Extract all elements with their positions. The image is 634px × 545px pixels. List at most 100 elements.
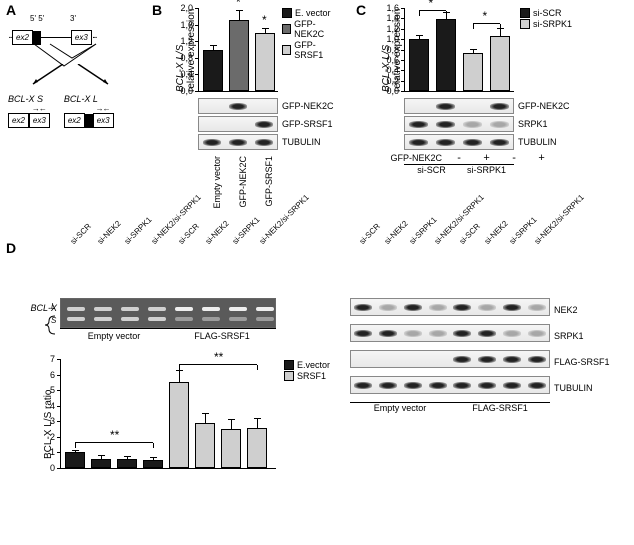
bar xyxy=(463,53,483,91)
bar xyxy=(229,20,249,91)
blot-row: TUBULIN xyxy=(198,134,340,150)
legend-item: SRSF1 xyxy=(284,371,330,381)
panel-b-legend: E. vectorGFP-NEK2CGFP-SRSF1 xyxy=(282,8,340,61)
blot-row: GFP-SRSF1 xyxy=(198,116,340,132)
group-siSRPK1: si-SRPK1 xyxy=(459,164,514,175)
blot-label: GFP-NEK2C xyxy=(282,101,334,111)
ytick-label: 2 xyxy=(50,432,55,442)
panel-d-blot-lane-labels: si-SCRsi-NEK2si-SRPK1si-NEK2/si-SRPK1si-… xyxy=(350,248,550,298)
ytick-label: 5 xyxy=(50,385,55,395)
lane-label: si-SCR xyxy=(68,222,92,246)
blot-group-empty: Empty vector xyxy=(350,402,450,413)
lane-label: si-NEK2 xyxy=(382,219,409,246)
lane-label: si-NEK2/si-SRPK1 xyxy=(532,193,585,246)
ytick-label: 0 xyxy=(50,463,55,473)
ytick-label: 0,0 xyxy=(386,86,399,96)
lane-label: si-SCR xyxy=(176,222,200,246)
legend-item: E. vector xyxy=(282,8,340,18)
ytick-label: 1,2 xyxy=(180,36,193,46)
blot-label: NEK2 xyxy=(554,305,578,315)
ytick-label: 2,0 xyxy=(180,3,193,13)
lane-label: si-SCR xyxy=(357,222,381,246)
blot-label: GFP-NEK2C xyxy=(518,101,570,111)
bar xyxy=(195,423,215,468)
blot-row: SRPK1 xyxy=(350,324,620,348)
lane-label: si-SCR xyxy=(457,222,481,246)
ytick-label: 1 xyxy=(50,447,55,457)
ytick-label: 0,8 xyxy=(180,53,193,63)
bclx-l-diagram: BCL-X L →← ex2 ex3 xyxy=(64,94,114,128)
blot-row: GFP-NEK2C xyxy=(404,98,594,114)
bar xyxy=(255,33,275,91)
panel-d-gel xyxy=(60,298,276,328)
panel-c-blots: GFP-NEK2C SRPK1 TUBULIN xyxy=(404,98,594,150)
ytick-label: 1,6 xyxy=(180,20,193,30)
bclx-s-diagram: BCL-X S →← ex2 ex3 xyxy=(8,94,50,128)
ytick-label: 7 xyxy=(50,354,55,364)
blot-label: SRPK1 xyxy=(518,119,548,129)
lane-label: si-SRPK1 xyxy=(230,215,261,246)
blot-row: NEK2 xyxy=(350,298,620,322)
panel-c-label: C xyxy=(356,2,366,18)
panel-c: BCL-X L/Srelative expression 0,00,20,40,… xyxy=(376,8,626,175)
ytick-label: 4 xyxy=(50,401,55,411)
presence-sign: - xyxy=(512,152,516,164)
panel-d-chart: BCL-X L/S ratio 01234567**** xyxy=(60,359,276,469)
ytick-label: 1,2 xyxy=(386,24,399,34)
group-siSCR: si-SCR xyxy=(404,164,459,175)
five-prime-label: 5' 5' xyxy=(30,14,44,23)
x-axis-label: GFP-SRSF1 xyxy=(264,156,274,207)
lane-label: si-SRPK1 xyxy=(122,215,153,246)
blot-label: GFP-SRSF1 xyxy=(282,119,333,129)
bar xyxy=(247,428,267,468)
panel-b-chart: BCL-X L/Srelative expression 0,00,40,81,… xyxy=(198,8,278,92)
bclx-s-title: BCL-X S xyxy=(8,94,50,104)
l-ex3: ex3 xyxy=(93,113,114,128)
ytick-label: 1,6 xyxy=(386,3,399,13)
gel-group-flag: FLAG-SRSF1 xyxy=(168,329,276,341)
ytick-label: 3 xyxy=(50,416,55,426)
ytick-label: 1,0 xyxy=(386,34,399,44)
blot-label: TUBULIN xyxy=(554,383,593,393)
l-alt xyxy=(85,114,93,128)
ytick-label: 1,4 xyxy=(386,13,399,23)
blot-label: TUBULIN xyxy=(518,137,557,147)
bar xyxy=(91,459,111,468)
panel-b: BCL-X L/Srelative expression 0,00,40,81,… xyxy=(170,8,340,212)
lane-label: si-NEK2 xyxy=(203,219,230,246)
bar xyxy=(221,429,241,468)
blot-label: SRPK1 xyxy=(554,331,584,341)
blot-row: TUBULIN xyxy=(404,134,594,150)
bar xyxy=(117,459,137,468)
legend-item: si-SCR xyxy=(520,8,572,18)
blot-label: TUBULIN xyxy=(282,137,321,147)
bar xyxy=(490,36,510,92)
blot-row: FLAG-SRSF1 xyxy=(350,350,620,374)
panel-d-label: D xyxy=(6,240,16,256)
ytick-label: 0,8 xyxy=(386,45,399,55)
significance-star: * xyxy=(262,13,267,27)
three-prime-label: 3' xyxy=(70,14,76,23)
panel-d-gel-groups: Empty vector FLAG-SRSF1 xyxy=(60,328,276,341)
significance-star: * xyxy=(236,0,241,9)
panel-c-legend: si-SCRsi-SRPK1 xyxy=(520,8,572,30)
blot-group-flag: FLAG-SRSF1 xyxy=(450,402,550,413)
ytick-label: 0,2 xyxy=(386,76,399,86)
significance-star: ** xyxy=(214,350,223,364)
blot-row: SRPK1 xyxy=(404,116,594,132)
panel-c-chart: BCL-X L/Srelative expression 0,00,20,40,… xyxy=(404,8,514,92)
bar xyxy=(436,19,456,91)
x-axis-label: Empty vector xyxy=(212,156,222,209)
significance-star: * xyxy=(483,9,488,23)
presence-sign: - xyxy=(457,152,461,164)
gel-L-label: L xyxy=(51,302,55,311)
lane-label: si-NEK2 xyxy=(482,219,509,246)
bar xyxy=(169,382,189,468)
panel-c-group-labels: si-SCR si-SRPK1 xyxy=(404,164,514,175)
ytick-label: 6 xyxy=(50,370,55,380)
gfp-nek2c-row-label: GFP-NEK2C xyxy=(376,153,446,163)
gel-S-label: S xyxy=(51,316,56,325)
panel-d-blot-groups: Empty vector FLAG-SRSF1 xyxy=(350,402,550,413)
panel-a: 5' 5' 3' ··· ex2 ex3 ··· BCL-X S →← ex2 xyxy=(8,4,138,204)
blot-row: TUBULIN xyxy=(350,376,620,400)
